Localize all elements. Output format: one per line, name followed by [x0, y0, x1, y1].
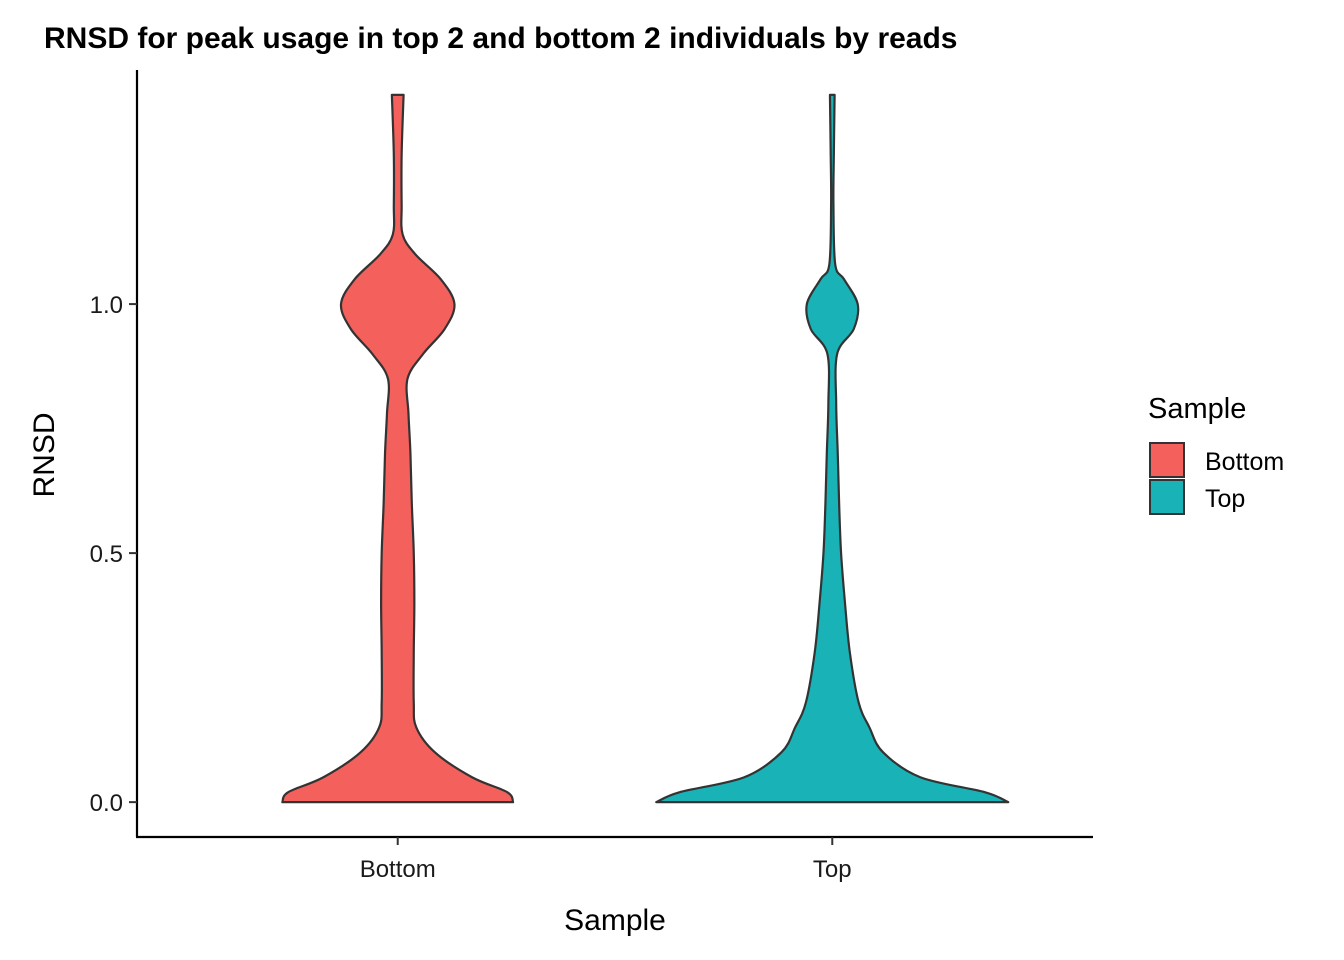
legend: Sample Bottom Top: [1148, 393, 1284, 515]
y-tick-label: 1.0: [90, 292, 123, 319]
x-axis-ticks: Bottom Top: [360, 837, 852, 883]
x-tick-label: Top: [813, 856, 852, 883]
y-axis-ticks: 0.0 0.5 1.0: [90, 292, 137, 817]
x-tick-label: Bottom: [360, 856, 436, 883]
legend-label-bottom: Bottom: [1205, 448, 1284, 476]
violin-top: [655, 93, 1010, 804]
legend-key-bottom: [1149, 442, 1185, 478]
y-tick-label: 0.5: [90, 541, 123, 568]
legend-key-top: [1149, 479, 1185, 515]
chart-title: RNSD for peak usage in top 2 and bottom …: [44, 22, 958, 55]
x-axis-title: Sample: [564, 904, 666, 937]
y-axis-title: RNSD: [28, 412, 61, 497]
y-tick-label: 0.0: [90, 790, 123, 817]
legend-title: Sample: [1148, 393, 1246, 425]
plot-area: [281, 93, 1010, 804]
legend-label-top: Top: [1205, 485, 1245, 513]
violin-bottom: [281, 93, 515, 804]
